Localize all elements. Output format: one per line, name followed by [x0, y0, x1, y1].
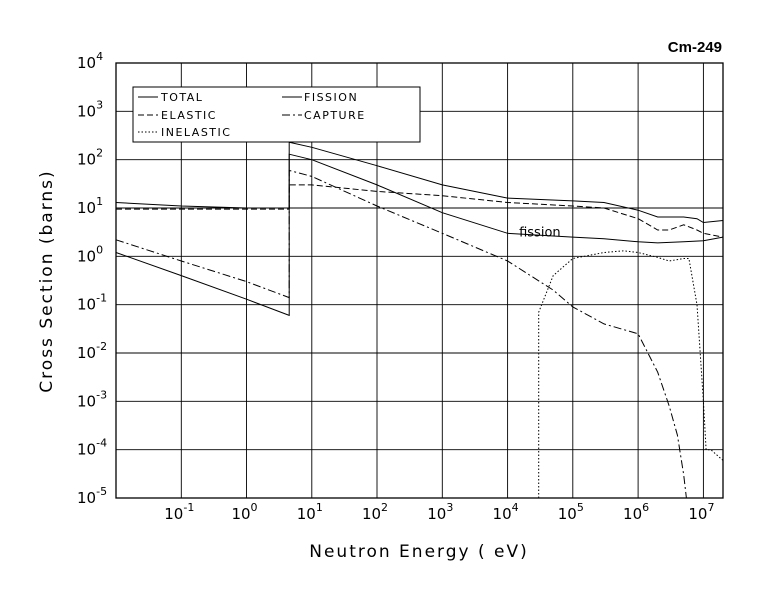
legend-label-capture: CAPTURE — [304, 109, 366, 122]
y-tick-label: 100 — [77, 243, 103, 265]
x-tick-label: 107 — [688, 501, 714, 523]
legend: TOTAL ELASTIC INELASTIC FISSION CAPTURE — [132, 86, 421, 143]
legend-label-elastic: ELASTIC — [161, 109, 217, 122]
grid-lines — [116, 62, 723, 499]
x-tick-label: 106 — [623, 501, 649, 523]
y-tick-label: 102 — [77, 147, 103, 169]
y-axis-label: Cross Section (barns) — [37, 169, 57, 392]
y-tick-labels: 104 103 102 101 100 10-1 10-2 10-3 10-4 10-5 — [77, 50, 107, 507]
y-tick-label: 104 — [77, 50, 103, 72]
legend-entry-fission: FISSION — [282, 91, 358, 104]
y-tick-label: 10-1 — [77, 292, 107, 314]
x-tick-label: 102 — [362, 501, 388, 523]
x-axis-label: Neutron Energy ( eV) — [309, 542, 529, 562]
legend-box — [132, 86, 421, 143]
x-tick-label: 105 — [558, 501, 584, 523]
y-tick-label: 10-4 — [77, 437, 107, 459]
x-tick-label: 101 — [297, 501, 323, 523]
legend-entry-capture: CAPTURE — [282, 109, 366, 122]
y-tick-label: 10-2 — [77, 340, 107, 362]
series-line-total — [115, 141, 724, 224]
series-line-inelastic — [538, 250, 724, 498]
legend-entry-total: TOTAL — [138, 91, 203, 104]
legend-entry-inelastic: INELASTIC — [138, 126, 231, 139]
y-tick-label: 10-3 — [77, 388, 107, 410]
series-layer — [115, 141, 724, 499]
series-line-elastic — [116, 184, 724, 238]
x-tick-label: 100 — [231, 501, 257, 523]
series-line-fission — [115, 153, 724, 317]
x-tick-label: 10-1 — [164, 501, 194, 523]
legend-label-inelastic: INELASTIC — [161, 126, 231, 139]
chart-title: Cm-249 — [668, 39, 722, 56]
series-line-capture — [115, 169, 687, 499]
x-tick-label: 103 — [427, 501, 453, 523]
y-tick-label: 103 — [77, 98, 103, 120]
annotation-fission: fission — [519, 225, 561, 240]
x-tick-label: 104 — [493, 501, 519, 523]
y-tick-label: 101 — [77, 195, 103, 217]
x-tick-labels: 10-1 100 101 102 103 104 105 106 107 — [164, 501, 714, 523]
y-tick-label: 10-5 — [77, 485, 107, 507]
legend-label-fission: FISSION — [304, 91, 358, 104]
legend-entry-elastic: ELASTIC — [138, 109, 217, 122]
legend-label-total: TOTAL — [160, 91, 203, 104]
